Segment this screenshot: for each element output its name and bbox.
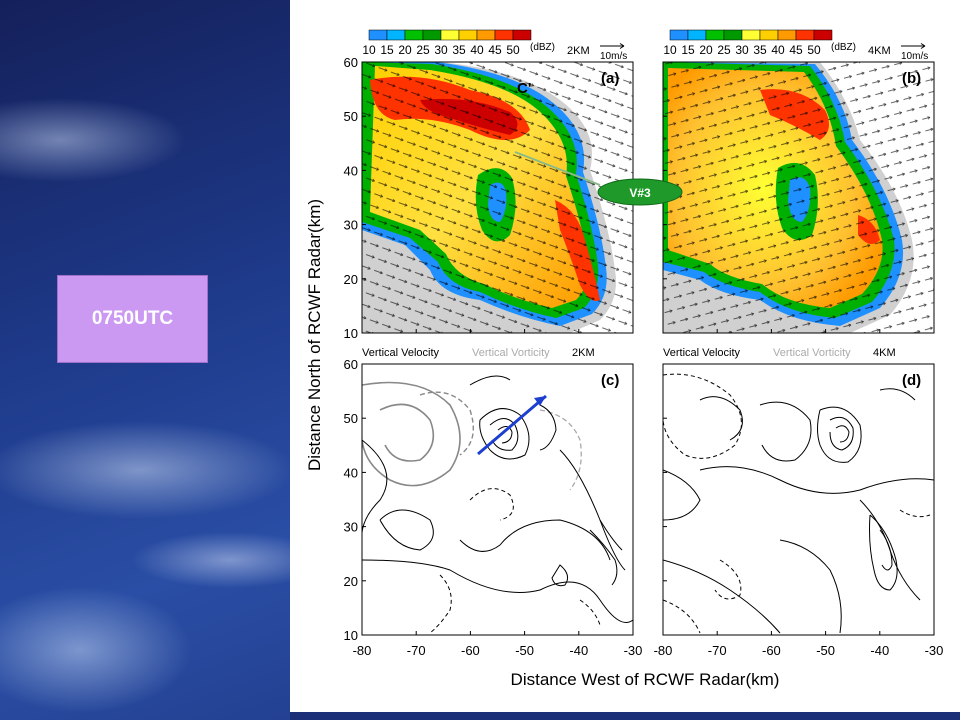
panel-c-x-tick-label: -50 xyxy=(515,643,534,658)
panel-d-title-left: Vertical Velocity xyxy=(663,347,741,359)
panel-a-y-tick-label: 30 xyxy=(344,218,358,233)
panel-c-title-right: Vertical Vorticity xyxy=(472,347,550,359)
panel-a-y-tick-label: 40 xyxy=(344,163,358,178)
colorbar-a-cell xyxy=(494,29,514,41)
colorbar-a-level: 45 xyxy=(488,43,502,57)
colorbar-a-cell xyxy=(422,29,442,41)
panel-d-x-tick-label: -40 xyxy=(870,643,889,658)
colorbar-a-cell xyxy=(368,29,388,41)
panel-a-y-tick-label: 50 xyxy=(344,109,358,124)
panel-c-x-tick-label: -70 xyxy=(407,643,426,658)
colorbar-b-cell xyxy=(777,29,797,41)
panel-a-id: (a) xyxy=(601,70,619,87)
panel-d-title-right: Vertical Vorticity xyxy=(773,347,851,359)
colorbar-b-cell xyxy=(705,29,725,41)
vector-scale-a-head xyxy=(619,43,625,49)
panel-d-contours xyxy=(663,373,934,634)
colorbar-b-level: 30 xyxy=(735,43,749,57)
figure-bottom-strip xyxy=(290,712,960,720)
panel-a-section-label: C' xyxy=(517,80,531,97)
vector-scale-b-head xyxy=(920,43,926,49)
colorbar-b-level: 15 xyxy=(681,43,695,57)
colorbar-a-cell xyxy=(440,29,460,41)
panel-c-contours xyxy=(362,375,633,634)
panel-a-y-tick-label: 60 xyxy=(344,55,358,70)
panel-c-x-tick-label: -60 xyxy=(461,643,480,658)
callout-line xyxy=(514,151,601,186)
colorbar-b-cell xyxy=(723,29,743,41)
colorbar-a-cell xyxy=(476,29,496,41)
colorbar-a-level: 30 xyxy=(434,43,448,57)
colorbar-b-cell xyxy=(741,29,761,41)
colorbar-a-level: 40 xyxy=(470,43,484,57)
colorbar-b-level: 50 xyxy=(807,43,821,57)
colorbar-b-level: 45 xyxy=(789,43,803,57)
colorbar-a-level: 15 xyxy=(380,43,394,57)
panel-c-height: 2KM xyxy=(572,347,595,359)
panel-b-height: 4KM xyxy=(868,45,891,57)
time-label-text: 0750UTC xyxy=(91,308,174,329)
colorbar-b-unit: (dBZ) xyxy=(831,42,856,53)
panel-d-x-tick-label: -60 xyxy=(762,643,781,658)
panel-d-height: 4KM xyxy=(873,347,896,359)
panel-d-frame xyxy=(662,363,935,636)
panel-a-field xyxy=(362,62,633,333)
colorbar-b-level: 35 xyxy=(753,43,767,57)
panel-a-height: 2KM xyxy=(567,45,590,57)
colorbar-a-level: 10 xyxy=(362,43,376,57)
colorbar-a-cell xyxy=(512,29,532,41)
panel-c-frame xyxy=(361,363,634,636)
panel-d-x-tick-label: -70 xyxy=(708,643,727,658)
panel-d-x-tick-label: -50 xyxy=(816,643,835,658)
colorbar-a-cell xyxy=(404,29,424,41)
panel-b-field xyxy=(663,62,934,333)
panel-c-y-tick-label: 40 xyxy=(344,465,358,480)
colorbar-b-cell xyxy=(687,29,707,41)
colorbar-a-level: 25 xyxy=(416,43,430,57)
panel-b-id: (b) xyxy=(902,70,921,87)
colorbar-b-cell xyxy=(759,29,779,41)
panel-a-y-tick-label: 20 xyxy=(344,272,358,287)
time-label: 0750UTC xyxy=(57,275,208,363)
colorbar-b-cell xyxy=(795,29,815,41)
colorbar-b-level: 20 xyxy=(699,43,713,57)
colorbar-b-level: 40 xyxy=(771,43,785,57)
colorbar-a-cell xyxy=(458,29,478,41)
vector-scale-b-label: 10m/s xyxy=(901,51,928,62)
colorbar-b-cell xyxy=(669,29,689,41)
callout-v3-label: V#3 xyxy=(629,186,651,200)
panel-c-title-left: Vertical Velocity xyxy=(362,347,440,359)
panel-d-id: (d) xyxy=(902,372,921,389)
colorbar-a-level: 20 xyxy=(398,43,412,57)
panel-c-y-tick-label: 20 xyxy=(344,574,358,589)
colorbar-a-level: 50 xyxy=(506,43,520,57)
colorbar-a-level: 35 xyxy=(452,43,466,57)
panel-c-x-tick-label: -30 xyxy=(624,643,643,658)
colorbar-b-cell xyxy=(813,29,833,41)
panel-a-y-tick-label: 10 xyxy=(344,326,358,341)
cross-section-arrow xyxy=(477,394,547,456)
panel-c-y-tick-label: 30 xyxy=(344,520,358,535)
vector-scale-a-label: 10m/s xyxy=(600,51,627,62)
cross-section-arrow-head xyxy=(534,396,546,406)
callout-v3 xyxy=(597,178,683,206)
colorbar-b-level: 25 xyxy=(717,43,731,57)
x-axis-title: Distance West of RCWF Radar(km) xyxy=(511,670,780,689)
panel-c-id: (c) xyxy=(601,372,619,389)
colorbar-a-cell xyxy=(386,29,406,41)
panel-d-x-tick-label: -80 xyxy=(654,643,673,658)
panel-c-y-tick-label: 60 xyxy=(344,357,358,372)
panel-c-x-tick-label: -80 xyxy=(353,643,372,658)
colorbar-b-level: 10 xyxy=(663,43,677,57)
panel-c-y-tick-label: 10 xyxy=(344,628,358,643)
colorbar-a-unit: (dBZ) xyxy=(530,42,555,53)
panel-c-y-tick-label: 50 xyxy=(344,411,358,426)
panel-d-x-tick-label: -30 xyxy=(925,643,944,658)
panel-c-x-tick-label: -40 xyxy=(569,643,588,658)
y-axis-title: Distance North of RCWF Radar(km) xyxy=(305,199,324,471)
